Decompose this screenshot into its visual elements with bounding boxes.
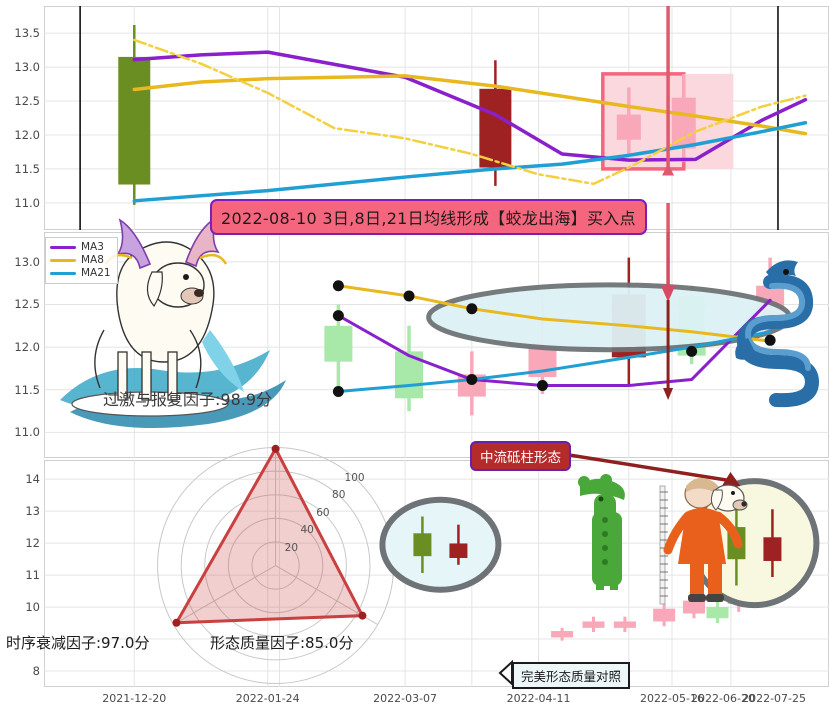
legend-swatch-ma3 — [50, 246, 76, 249]
ma-legend: MA3 MA8 MA21 — [45, 237, 118, 284]
annotation-middle-pattern[interactable]: 中流砥柱形态 — [470, 441, 571, 471]
x-tick-label: 2021-12-20 — [102, 692, 167, 705]
x-tick-label: 2022-04-11 — [506, 692, 571, 705]
annotation-bottom-compare[interactable]: 完美形态质量对照 — [512, 662, 631, 689]
legend-label-ma3: MA3 — [81, 241, 104, 253]
y-tick-label: 12.0 — [14, 127, 40, 142]
y-tick-label: 11.5 — [14, 382, 40, 397]
legend-label-ma8: MA8 — [81, 254, 104, 266]
x-tick-label: 2022-05-16 — [640, 692, 704, 705]
y-tick-label: 13.0 — [14, 60, 40, 75]
radar-tick-100: 100 — [344, 471, 365, 484]
x-tick-label: 2022-01-24 — [235, 692, 300, 705]
legend-label-ma21: MA21 — [81, 267, 111, 279]
legend-item-ma21: MA21 — [50, 267, 111, 280]
y-tick-label: 13 — [25, 504, 40, 519]
y-tick-label: 14 — [25, 472, 40, 487]
y-tick-label: 10 — [25, 600, 40, 615]
radar-tick-40: 40 — [300, 524, 314, 537]
x-tick-label: 2022-03-07 — [373, 692, 438, 705]
radar-tick-60: 60 — [316, 506, 330, 519]
radar-tick-20: 20 — [284, 541, 299, 554]
annotation-buy-point[interactable]: 2022-08-10 3日,8日,21日均线形成【蛟龙出海】买入点 — [210, 199, 647, 235]
panel-price-chart-middle — [44, 232, 829, 458]
legend-swatch-ma8 — [50, 259, 76, 262]
y-tick-label: 8 — [32, 664, 40, 678]
label-decay-factor: 时序衰减因子:97.0分 — [6, 634, 150, 652]
y-tick-label: 13.5 — [14, 26, 40, 41]
x-tick-label: 2022-07-25 — [742, 692, 807, 705]
y-tick-label: 12.5 — [14, 297, 40, 312]
legend-swatch-ma21 — [50, 272, 76, 275]
legend-item-ma3: MA3 — [50, 241, 111, 254]
x-tick-label: 2022-06-20 — [691, 692, 755, 705]
label-quality-factor: 形态质量因子:85.0分 — [210, 634, 354, 652]
legend-item-ma8: MA8 — [50, 254, 111, 267]
y-tick-label: 13.0 — [14, 254, 40, 269]
panel-price-chart-top — [44, 6, 829, 230]
y-tick-label: 11.0 — [14, 195, 40, 210]
y-tick-label: 12.0 — [14, 340, 40, 355]
radar-tick-80: 80 — [332, 489, 346, 502]
y-tick-label: 11 — [25, 568, 40, 583]
y-tick-label: 11.5 — [14, 161, 40, 176]
y-tick-label: 11.0 — [14, 425, 40, 440]
y-tick-label: 12.5 — [14, 94, 40, 109]
label-overreaction-factor: 过激与报复因子:98.9分 — [103, 390, 273, 409]
panel-price-chart-bottom — [44, 460, 829, 687]
y-tick-label: 12 — [25, 536, 40, 551]
